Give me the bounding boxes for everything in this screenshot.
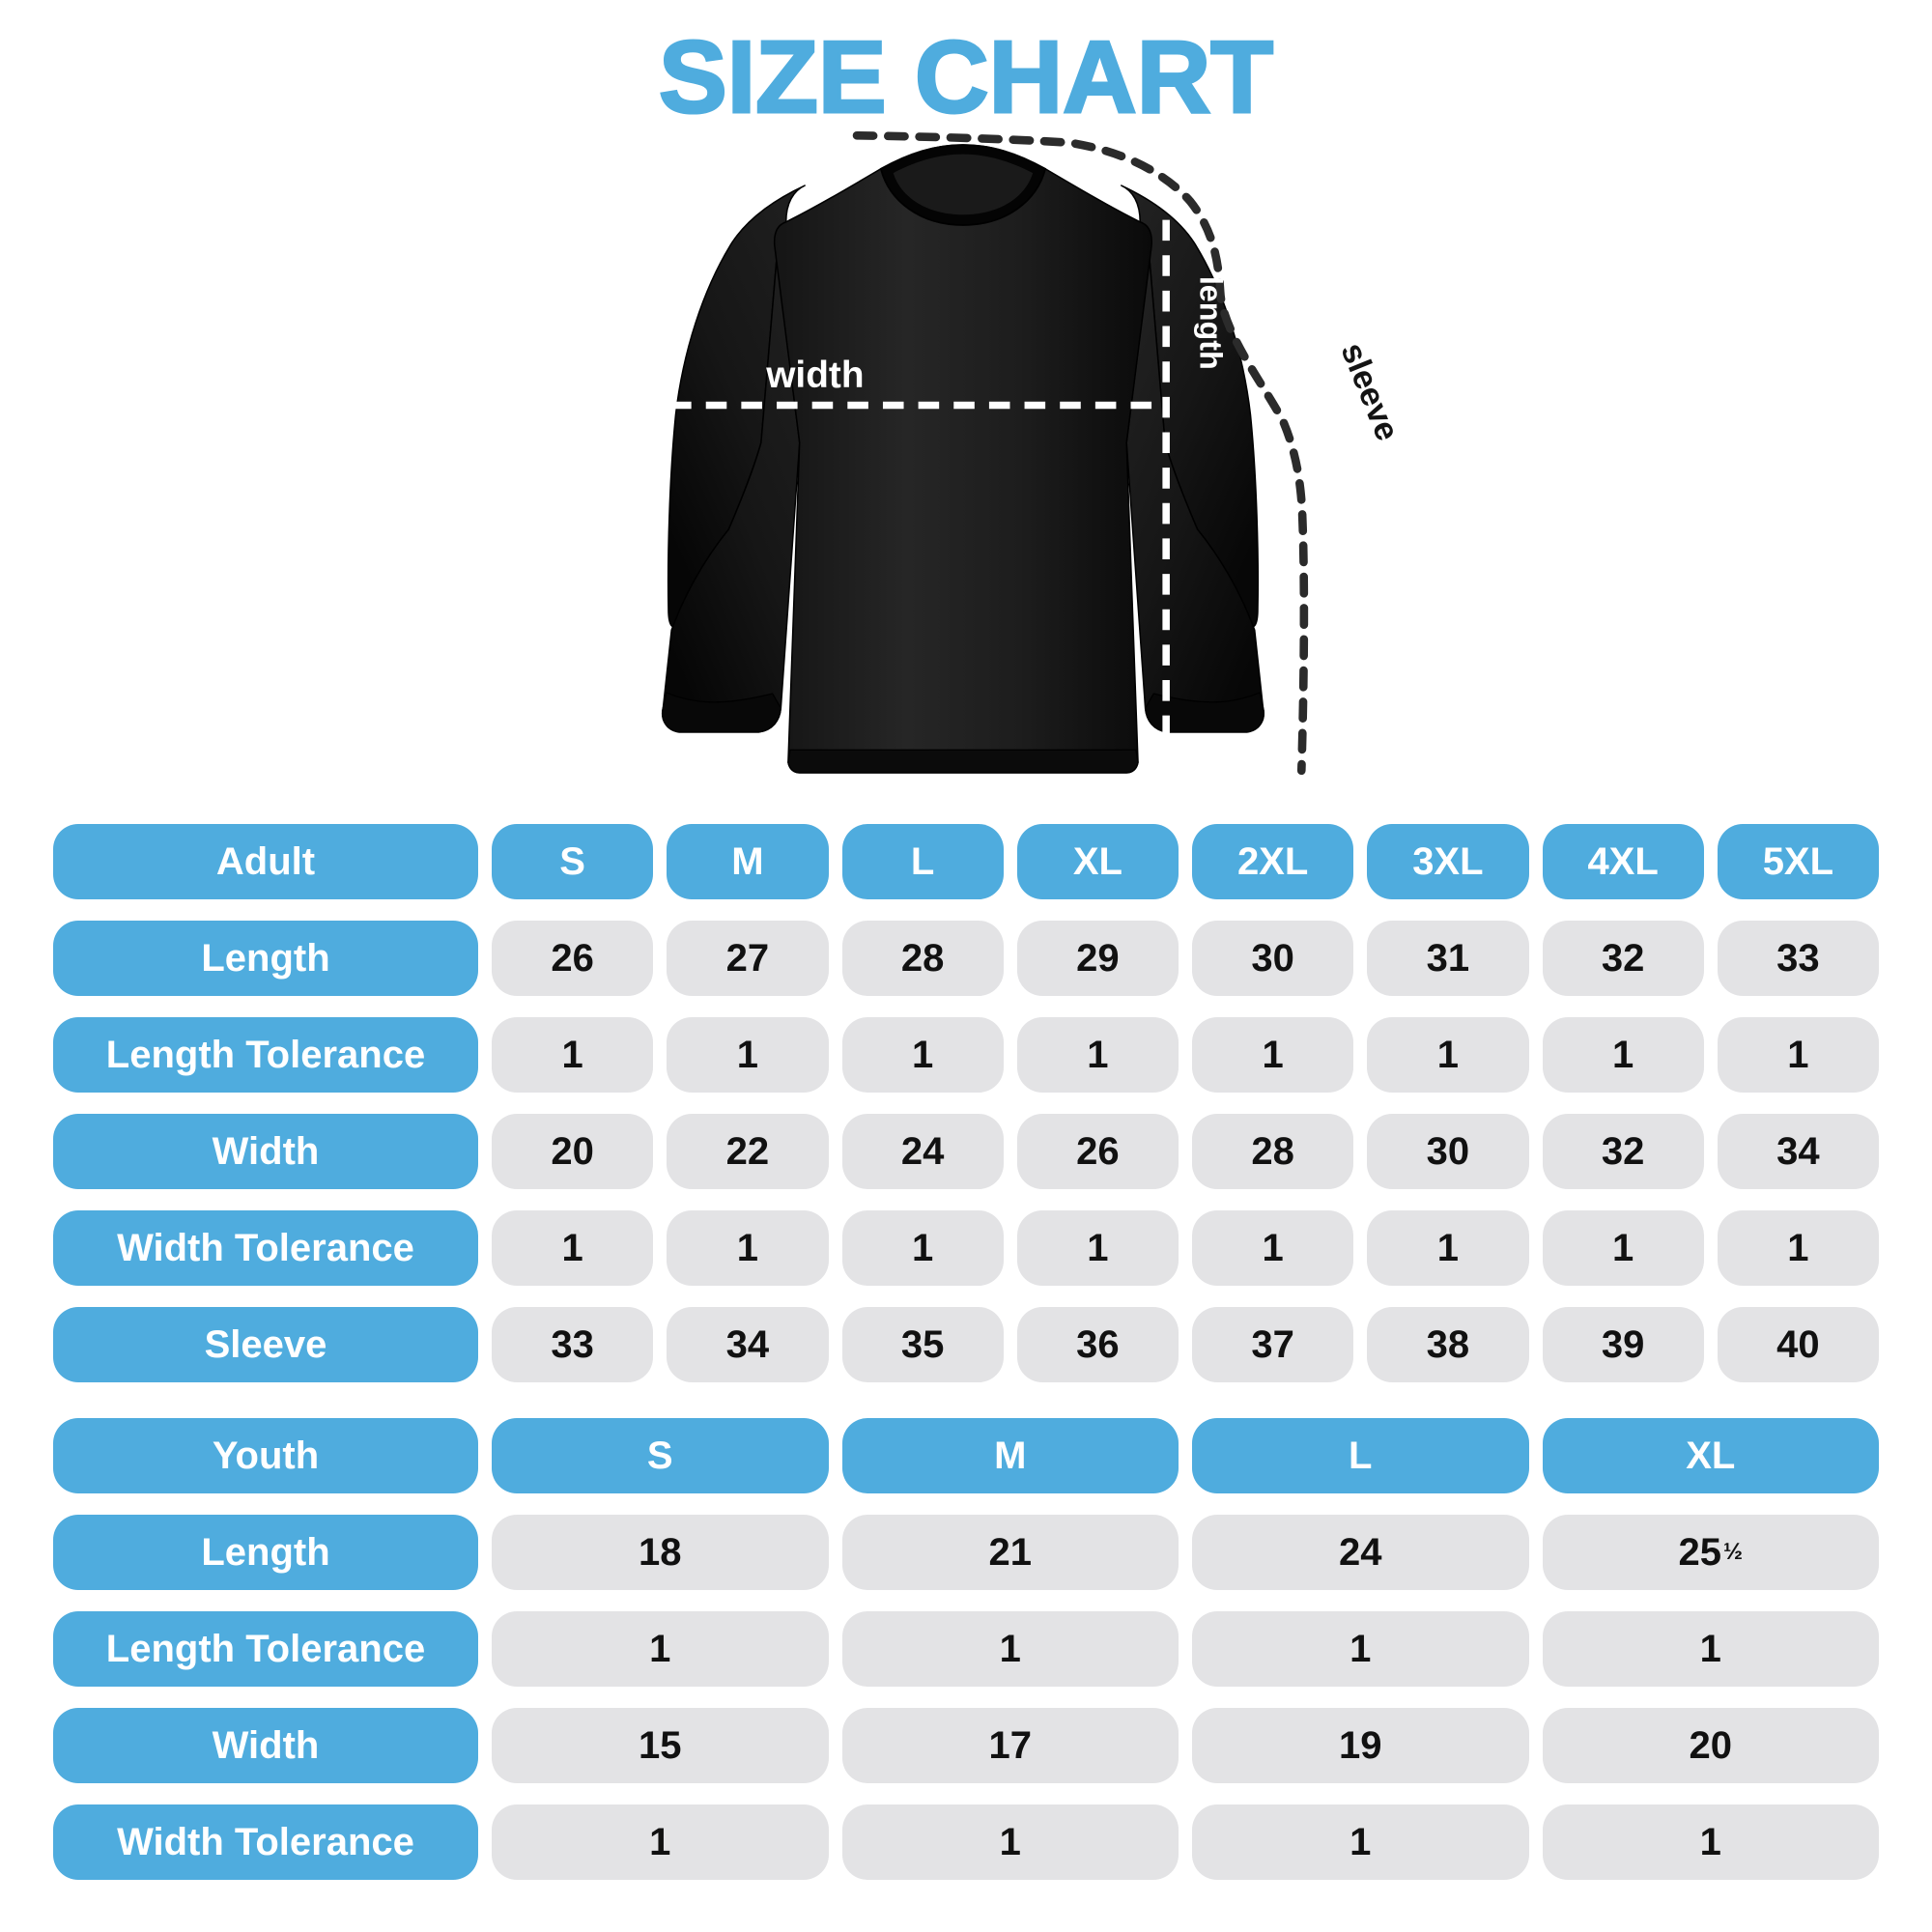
svg-text:sleeve: sleeve xyxy=(1333,338,1406,446)
svg-text:width: width xyxy=(765,355,864,396)
svg-text:length: length xyxy=(1194,276,1229,370)
